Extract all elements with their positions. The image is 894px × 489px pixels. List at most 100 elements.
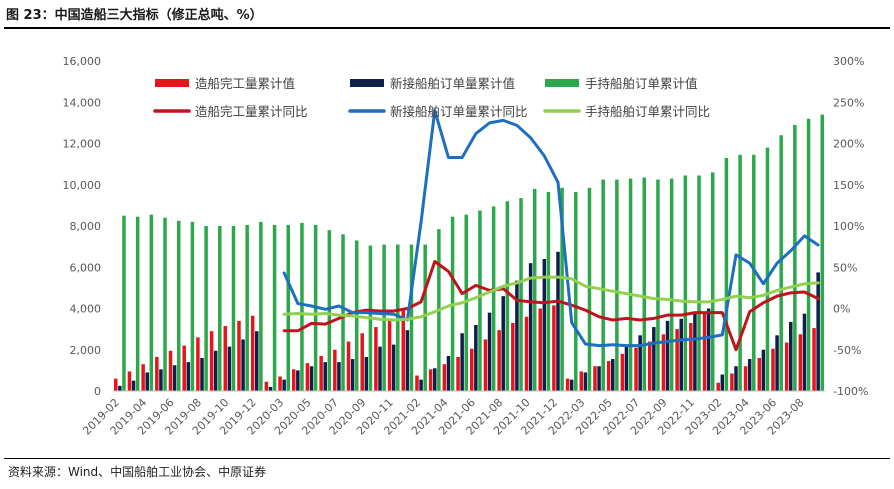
- legend-label: 手持船舶订单累计同比: [585, 104, 710, 119]
- bar: [250, 315, 255, 391]
- bar: [415, 375, 419, 391]
- bar: [135, 216, 140, 391]
- bar: [190, 221, 195, 391]
- bar: [710, 172, 715, 392]
- bar: [505, 201, 510, 391]
- bar: [675, 329, 679, 392]
- bar: [223, 326, 228, 391]
- bar: [360, 333, 364, 391]
- bar: [706, 308, 711, 391]
- bar: [209, 331, 214, 391]
- bar: [816, 272, 820, 391]
- bar: [615, 179, 619, 391]
- bar: [350, 359, 355, 391]
- bar: [779, 135, 783, 391]
- source-rule: [4, 458, 890, 459]
- line-series: [282, 109, 820, 348]
- bar: [374, 327, 378, 391]
- bar: [565, 378, 570, 392]
- bar: [583, 372, 588, 391]
- y-right-tick-label: 50%: [833, 261, 857, 274]
- bar: [648, 341, 652, 391]
- bar: [213, 350, 218, 391]
- bar: [542, 259, 547, 391]
- bar: [149, 214, 154, 391]
- bar: [628, 178, 633, 391]
- bar: [752, 154, 756, 391]
- y-left-tick-label: 16,000: [63, 55, 102, 68]
- bar: [656, 179, 660, 391]
- bar: [204, 226, 208, 391]
- bar: [716, 382, 720, 391]
- bar: [638, 335, 642, 391]
- bar: [606, 361, 611, 391]
- bar: [296, 370, 300, 392]
- y-right-tick-label: 150%: [833, 179, 864, 192]
- bar: [159, 369, 163, 391]
- bar: [491, 206, 496, 391]
- bar: [272, 224, 277, 391]
- bar: [341, 234, 345, 391]
- bar: [683, 175, 688, 391]
- bar: [200, 358, 204, 391]
- bar: [231, 226, 236, 391]
- bar: [524, 316, 529, 391]
- source-note: 资料来源：Wind、中国船舶工业协会、中原证券: [8, 465, 267, 479]
- bar: [743, 366, 748, 391]
- bar: [765, 147, 770, 391]
- bar: [286, 224, 290, 391]
- bar: [697, 175, 701, 391]
- bars-layer: [114, 114, 824, 392]
- bar: [793, 124, 797, 391]
- bar: [720, 374, 725, 391]
- y-left-tick-label: 14,000: [63, 96, 102, 109]
- bar: [456, 356, 460, 391]
- bar: [587, 187, 592, 391]
- bar: [172, 365, 177, 391]
- y-left-tick-label: 10,000: [63, 179, 102, 192]
- legend-label: 新接船舶订单量累计值: [390, 76, 515, 91]
- bar: [405, 330, 410, 391]
- y-left-tick-label: 0: [94, 385, 101, 398]
- legend-label: 造船完工量累计值: [195, 76, 295, 91]
- bar: [560, 187, 564, 391]
- bar: [487, 312, 492, 392]
- bar: [802, 313, 807, 391]
- bar: [771, 348, 775, 391]
- bar: [730, 373, 734, 391]
- bar: [401, 310, 406, 391]
- bar: [775, 335, 779, 391]
- bar: [292, 369, 296, 391]
- bar: [611, 359, 615, 391]
- bar: [669, 178, 674, 391]
- bar: [337, 362, 341, 392]
- bar: [734, 366, 738, 391]
- bar: [761, 349, 766, 391]
- bar: [391, 344, 396, 391]
- bar: [300, 222, 304, 391]
- bar: [702, 312, 707, 392]
- bar: [693, 311, 697, 391]
- bar: [131, 380, 136, 391]
- bar: [118, 385, 122, 391]
- bar: [245, 224, 249, 391]
- bar: [259, 221, 263, 391]
- bar: [122, 215, 126, 391]
- bar: [652, 327, 656, 391]
- bar: [597, 366, 601, 391]
- bar: [478, 210, 482, 391]
- bar: [305, 363, 310, 391]
- bar: [428, 369, 433, 391]
- y-right-tick-label: 100%: [833, 220, 864, 233]
- bar: [556, 251, 560, 391]
- bar: [433, 368, 437, 391]
- lines-layer: [282, 109, 820, 352]
- bar: [163, 217, 167, 391]
- bar: [264, 381, 269, 391]
- y-left-tick-label: 4,000: [70, 303, 102, 316]
- bar: [574, 191, 578, 391]
- bar: [689, 322, 693, 391]
- bar: [579, 371, 584, 391]
- y-left-tick-label: 6,000: [70, 261, 102, 274]
- bar: [168, 350, 173, 391]
